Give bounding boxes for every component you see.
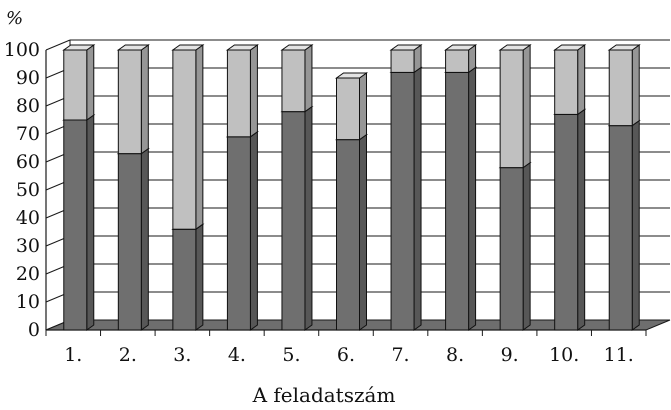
bar-segment [336, 139, 360, 331]
bar-top-face [225, 44, 259, 51]
bar-segment [554, 113, 579, 331]
bar-side-face [195, 223, 204, 331]
bar-segment [445, 49, 470, 73]
bar-side-face [140, 147, 149, 331]
bar-side-face [249, 130, 258, 331]
bar-segment [226, 49, 251, 138]
bar-segment [63, 49, 88, 121]
y-tick-label: 0 [28, 319, 40, 341]
bar-segment [226, 136, 251, 331]
x-tick-label: 9. [501, 344, 519, 366]
x-tick-label: 6. [337, 344, 355, 366]
y-axis-unit-label: % [6, 8, 23, 29]
side-wall-gridline [45, 39, 71, 51]
y-tick-label: 80 [16, 95, 40, 117]
bar-side-face [577, 108, 586, 331]
y-tick-label: 20 [16, 263, 40, 285]
bar-segment [172, 228, 197, 331]
bar-segment [390, 49, 415, 73]
bar-side-face [140, 44, 149, 155]
bar-side-face [195, 44, 204, 231]
bar-segment [499, 167, 524, 331]
bar-stack [225, 44, 259, 331]
bar-top-face [280, 44, 314, 51]
x-tick-label: 7. [391, 344, 409, 366]
bar-side-face [359, 133, 367, 331]
bar-segment [63, 119, 88, 331]
bars [62, 44, 641, 331]
x-tick-label: 4. [228, 344, 246, 366]
bar-segment [608, 49, 633, 127]
bar-side-face [304, 105, 313, 331]
bar-top-face [334, 72, 369, 79]
x-tick-label: 11. [604, 344, 634, 366]
bar-top-face [171, 44, 205, 51]
bar-top-face [498, 44, 532, 51]
bar-segment [336, 77, 360, 141]
bar-segment [608, 125, 633, 331]
bar-side-face [468, 66, 477, 331]
bar-top-face [116, 44, 150, 51]
bar-segment [281, 49, 306, 113]
bar-top-face [62, 44, 96, 51]
x-tick-label: 1. [64, 344, 82, 366]
y-tick-label: 70 [16, 123, 40, 145]
bar-segment [390, 71, 415, 331]
bar-top-face [444, 44, 478, 51]
bar-stack [553, 44, 587, 331]
x-tick-label: 8. [446, 344, 464, 366]
x-axis-title: A feladatszám [252, 383, 396, 407]
y-tick-label: 40 [16, 207, 40, 229]
bar-stack [62, 44, 96, 331]
bar-side-face [249, 44, 258, 138]
bar-side-face [522, 44, 531, 169]
bar-side-face [86, 44, 95, 121]
x-tick-label: 5. [282, 344, 300, 366]
y-tick-label: 10 [16, 291, 40, 313]
bar-side-face [631, 119, 640, 331]
bar-stack [389, 44, 423, 331]
bar-side-face [359, 72, 367, 141]
bar-stack [116, 44, 150, 331]
bar-side-face [522, 161, 531, 331]
bar-stack [171, 44, 205, 331]
bar-side-face [577, 44, 586, 116]
bar-stack [444, 44, 478, 331]
y-tick-label: 90 [16, 67, 40, 89]
bar-side-face [631, 44, 640, 127]
bar-stack [334, 72, 369, 331]
x-tick-label: 2. [119, 344, 137, 366]
bar-stack [498, 44, 532, 331]
bar-side-face [304, 44, 313, 113]
bar-segment [117, 153, 142, 331]
bar-segment [554, 49, 579, 115]
bar-segment [445, 71, 470, 331]
y-tick-label: 30 [16, 235, 40, 257]
y-tick-label: 100 [4, 39, 40, 61]
y-axis-ticks: 0 10 20 30 40 50 60 70 80 90 100 [4, 39, 40, 341]
bar-segment [499, 49, 524, 169]
bar-stack [607, 44, 641, 331]
y-tick-label: 60 [16, 151, 40, 173]
bar-top-face [553, 44, 587, 51]
x-tick-label: 10. [549, 344, 579, 366]
x-axis-ticks: 1. 2. 3. 4. 5. 6. 7. 8. 9. 10. 11. [45, 330, 647, 366]
bar-segment [172, 49, 197, 230]
bar-top-face [607, 44, 641, 51]
bar-top-face [389, 44, 423, 51]
bar-stack [280, 44, 314, 331]
bar-segment [281, 111, 306, 331]
bar-segment [117, 49, 142, 155]
bar-side-face [413, 66, 422, 331]
bar-side-face [86, 114, 95, 331]
x-tick-label: 3. [173, 344, 191, 366]
y-tick-label: 50 [16, 179, 40, 201]
